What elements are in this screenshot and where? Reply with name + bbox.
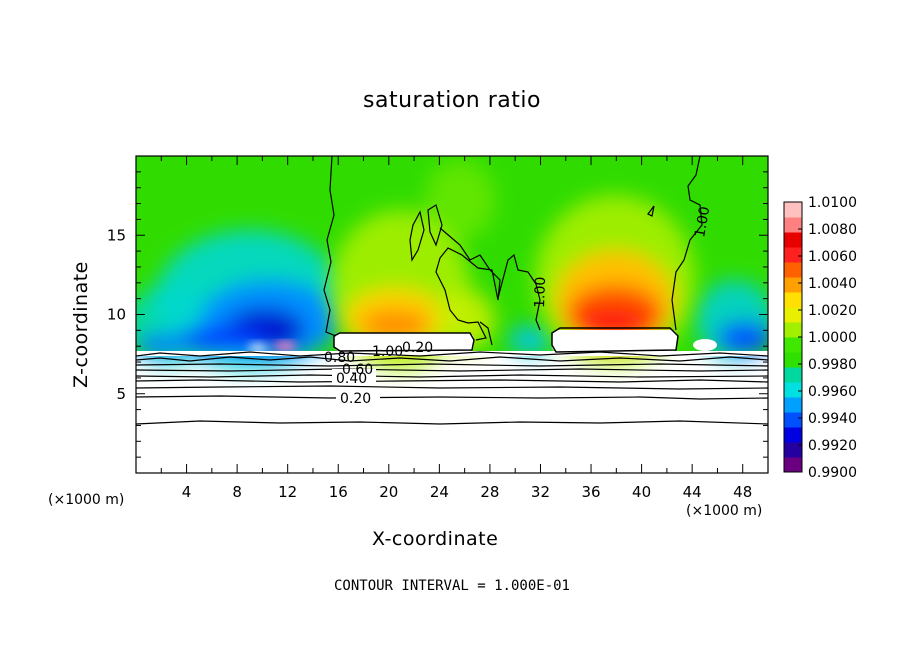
colorbar-swatch xyxy=(784,412,802,428)
colorbar-swatch xyxy=(784,262,802,278)
saturation-field xyxy=(136,156,768,473)
colorbar-tick-label: 0.9900 xyxy=(808,465,857,481)
contour-interval-note: CONTOUR INTERVAL = 1.000E-01 xyxy=(333,578,570,594)
colorbar-swatch xyxy=(784,217,802,233)
colorbar-swatch xyxy=(784,442,802,458)
colorbar-swatch xyxy=(784,337,802,353)
colorbar-tick-label: 0.9920 xyxy=(808,438,857,454)
colorbar xyxy=(783,201,803,473)
x-axis-label: X-coordinate xyxy=(372,528,499,550)
y-tick-label: 15 xyxy=(107,226,126,244)
colorbar-tick-label: 0.9980 xyxy=(808,357,857,373)
contour-label-100c: 1.00 xyxy=(692,205,713,238)
colorbar-tick-label: 0.9960 xyxy=(808,384,857,400)
colorbar-swatch xyxy=(784,367,802,383)
colorbar-labels: 1.0100 1.0080 1.0060 1.0040 1.0020 1.0000 0.99… xyxy=(808,195,857,481)
y-axis-tick-labels: 5 10 15 xyxy=(107,226,126,403)
colorbar-tick-label: 1.0040 xyxy=(808,276,857,292)
x-tick-label: 16 xyxy=(329,483,348,501)
colorbar-swatch xyxy=(784,247,802,263)
x-tick-label: 32 xyxy=(531,483,550,501)
x-tick-label: 28 xyxy=(480,483,499,501)
chart-title: saturation ratio xyxy=(363,88,541,113)
colorbar-swatch xyxy=(784,382,802,398)
x-axis-tick-labels: 4 8 12 16 20 24 28 32 36 40 44 48 xyxy=(182,483,752,501)
x-tick-label: 48 xyxy=(733,483,752,501)
colorbar-swatch xyxy=(784,397,802,413)
contour-label-100a: 1.00 xyxy=(372,344,403,360)
contour-lines xyxy=(136,156,768,425)
colorbar-swatch xyxy=(784,322,802,338)
contour-labels: 0.20 0.40 0.60 0.80 1.00 0.20 1.00 1.00 xyxy=(324,205,713,407)
colorbar-swatch xyxy=(784,307,802,323)
colorbar-tick-label: 1.0020 xyxy=(808,303,857,319)
y-axis-ticks xyxy=(136,171,768,458)
colorbar-tick-label: 1.0060 xyxy=(808,249,857,265)
contour-label-100b: 1.00 xyxy=(532,276,549,308)
contour-label-040: 0.40 xyxy=(336,371,367,387)
colorbar-swatch xyxy=(784,277,802,293)
contour-label-080: 0.80 xyxy=(324,350,355,366)
contour-label-060: 0.60 xyxy=(342,362,373,378)
x-tick-label: 44 xyxy=(683,483,702,501)
x-tick-label: 24 xyxy=(430,483,449,501)
colorbar-swatch xyxy=(784,427,802,443)
x-tick-label: 40 xyxy=(632,483,651,501)
x-tick-label: 4 xyxy=(182,483,192,501)
x-axis-ticks xyxy=(160,156,744,473)
y-axis-label: Z-coordinate xyxy=(70,261,92,388)
colorbar-tick-label: 0.9940 xyxy=(808,411,857,427)
x-tick-label: 20 xyxy=(379,483,398,501)
y-tick-label: 10 xyxy=(107,306,126,324)
colorbar-tick-label: 1.0000 xyxy=(808,330,857,346)
x-tick-label: 36 xyxy=(581,483,600,501)
x-tick-label: 8 xyxy=(232,483,242,501)
x-tick-label: 12 xyxy=(278,483,297,501)
contour-label-020b: 0.20 xyxy=(402,340,433,356)
colorbar-swatch xyxy=(784,292,802,308)
contour-label-020: 0.20 xyxy=(340,391,371,407)
y-tick-label: 5 xyxy=(116,385,126,403)
colorbar-swatch xyxy=(784,352,802,368)
colorbar-swatch xyxy=(784,457,802,473)
colorbar-swatch xyxy=(784,202,802,218)
colorbar-tick-label: 1.0080 xyxy=(808,222,857,238)
x-unit-right: (×1000 m) xyxy=(686,503,763,519)
colorbar-swatch xyxy=(784,232,802,248)
colorbar-tick-label: 1.0100 xyxy=(808,195,857,211)
x-unit-left: (×1000 m) xyxy=(48,492,125,508)
